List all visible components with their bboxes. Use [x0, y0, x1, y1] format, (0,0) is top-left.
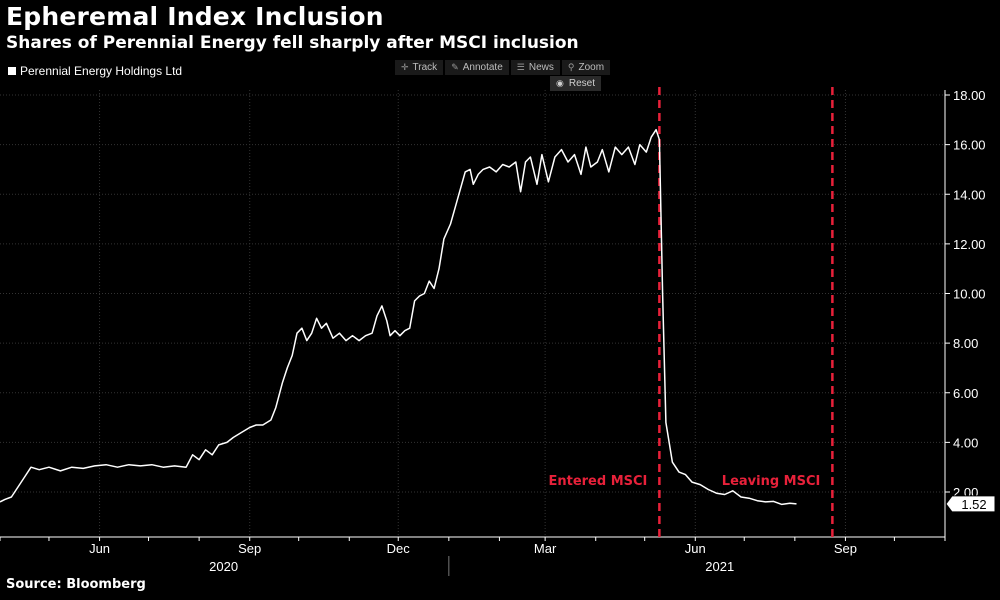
crosshair-icon: ✛ — [401, 62, 409, 72]
reset-icon: ◉ — [556, 78, 564, 88]
legend: Perennial Energy Holdings Ltd — [8, 64, 182, 78]
news-label: News — [528, 62, 554, 73]
legend-swatch — [8, 67, 16, 75]
y-tick-label: 16.00 — [953, 138, 986, 153]
msci-event-label: Leaving MSCI — [722, 474, 821, 489]
zoom-button[interactable]: ⚲ Zoom — [561, 60, 611, 75]
grid-lines — [0, 90, 945, 537]
legend-label: Perennial Energy Holdings Ltd — [20, 64, 183, 78]
news-icon: ☰ — [516, 62, 525, 72]
reset-label: Reset — [568, 78, 595, 89]
annotations: Entered MSCI Leaving MSCI — [548, 87, 834, 537]
annotate-label: Annotate — [462, 62, 503, 73]
year-label: 2020 — [209, 559, 238, 574]
x-tick-label: Mar — [534, 541, 557, 556]
x-tick-label: Jun — [89, 541, 110, 556]
msci-event-label: Entered MSCI — [548, 474, 647, 489]
y-tick-label: 4.00 — [953, 435, 978, 450]
chart-subtitle: Shares of Perennial Energy fell sharply … — [6, 33, 579, 53]
y-tick-label: 12.00 — [953, 237, 986, 252]
y-tick-label: 10.00 — [953, 287, 986, 302]
magnifier-icon: ⚲ — [567, 62, 575, 72]
annotate-button[interactable]: ✎ Annotate — [445, 60, 509, 75]
last-value-tag — [945, 495, 996, 513]
y-tick-label: 14.00 — [953, 187, 986, 202]
reset-button[interactable]: ◉ Reset — [550, 76, 601, 91]
pencil-icon: ✎ — [451, 62, 459, 72]
chart-toolbar: ✛ Track ✎ Annotate ☰ News ⚲ Zoom — [395, 60, 611, 75]
y-tick-label: 8.00 — [953, 336, 978, 351]
last-value-label: 1.52 — [961, 497, 986, 512]
x-tick-label: Sep — [238, 541, 261, 556]
x-tick-label: Jun — [685, 541, 706, 556]
series-layer — [0, 128, 797, 506]
x-tick-label: Dec — [387, 541, 411, 556]
track-label: Track — [412, 62, 438, 73]
x-tick-label: Sep — [834, 541, 857, 556]
chart-title: Epheremal Index Inclusion — [6, 2, 384, 31]
axis-labels: 2.004.006.008.0010.0012.0014.0016.0018.0… — [89, 88, 996, 574]
y-tick-label: 18.00 — [953, 88, 986, 103]
zoom-label: Zoom — [578, 62, 605, 73]
year-label: 2021 — [705, 559, 734, 574]
news-button[interactable]: ☰ News — [510, 60, 560, 75]
y-tick-label: 6.00 — [953, 386, 978, 401]
source-note: Source: Bloomberg — [6, 577, 146, 592]
axes — [0, 90, 950, 576]
track-button[interactable]: ✛ Track — [395, 60, 444, 75]
price-line — [0, 128, 797, 506]
